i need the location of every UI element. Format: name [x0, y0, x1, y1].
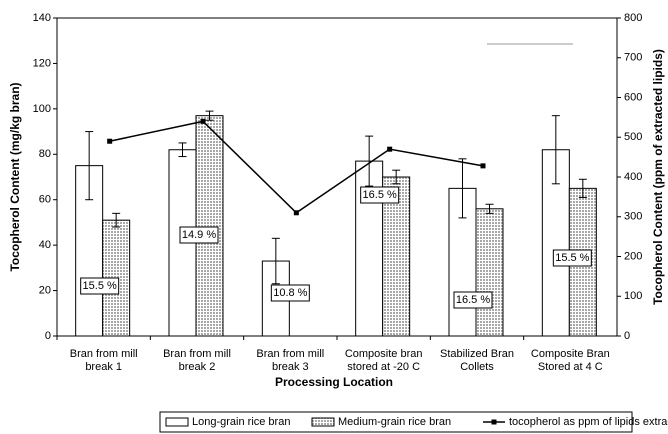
legend-box	[159, 411, 633, 433]
x-tick-label: Composite bran	[345, 348, 423, 360]
annotation: 16.5 %	[456, 294, 490, 306]
y2-tick-label: 800	[624, 12, 642, 24]
x-tick-label: Bran from mill	[163, 348, 231, 360]
annotation: 16.5 %	[363, 189, 397, 201]
y-tick-label: 80	[39, 148, 51, 160]
annotation-box	[552, 249, 592, 267]
legend-swatch	[165, 417, 189, 427]
y2-axis-title: Tocopherol Content (ppm of extracted lip…	[651, 49, 665, 305]
error-bar	[392, 169, 401, 185]
annotation-box	[453, 291, 493, 309]
y2-tick-label: 100	[624, 290, 642, 302]
y2-tick-label: 400	[624, 171, 642, 183]
annotation-box	[80, 277, 120, 295]
x-tick-label: Bran from mill	[256, 348, 324, 360]
bar	[475, 208, 504, 337]
bar	[195, 115, 224, 337]
y-tick-label: 40	[39, 239, 51, 251]
y-tick-label: 0	[45, 330, 51, 342]
error-bar	[205, 110, 214, 121]
x-tick-label: Collets	[460, 361, 494, 373]
y2-tick-label: 600	[624, 91, 642, 103]
x-tick-label: break 2	[179, 361, 216, 373]
error-bar	[112, 212, 121, 228]
line-marker	[200, 118, 206, 124]
y-tick-label: 20	[39, 284, 51, 296]
line-marker	[480, 163, 486, 169]
y-tick-label: 60	[39, 194, 51, 206]
line	[109, 120, 484, 214]
line-marker	[293, 210, 299, 216]
annotation: 14.9 %	[182, 229, 216, 241]
x-axis-title: Processing Location	[275, 375, 393, 389]
x-tick-label: break 1	[85, 361, 122, 373]
y-axis-title: Tocopherol Content (mg/kg bran)	[8, 82, 22, 271]
error-bar	[365, 135, 374, 187]
x-tick-label: stored at -20 C	[347, 361, 420, 373]
line-marker	[387, 146, 393, 152]
x-tick-label: Stabilized Bran	[440, 348, 514, 360]
y2-tick-label: 700	[624, 52, 642, 64]
line-marker	[107, 138, 113, 144]
annotation: 15.5 %	[555, 252, 589, 264]
legend-label: Long-grain rice bran	[192, 416, 290, 428]
x-tick-label: Stored at 4 C	[538, 361, 603, 373]
y-tick-label: 140	[33, 12, 51, 24]
error-bar	[85, 131, 94, 201]
y2-tick-label: 0	[624, 330, 630, 342]
x-tick-label: Composite Bran	[531, 348, 610, 360]
error-bar	[458, 158, 467, 219]
annotation-box	[270, 284, 310, 302]
legend-marker	[491, 419, 497, 425]
error-bar	[578, 178, 587, 198]
y-tick-label: 120	[33, 57, 51, 69]
annotation: 10.8 %	[273, 287, 307, 299]
annotation-box	[360, 186, 400, 204]
y2-tick-label: 500	[624, 131, 642, 143]
plot-frame	[56, 17, 618, 337]
legend-swatch	[311, 417, 335, 427]
x-tick-label: Bran from mill	[70, 348, 138, 360]
y2-tick-label: 300	[624, 211, 642, 223]
error-bar	[485, 203, 494, 214]
y2-tick-label: 200	[624, 250, 642, 262]
error-bar	[271, 237, 280, 285]
error-bar	[551, 115, 560, 185]
error-bar	[178, 142, 187, 158]
legend-label: Medium-grain rice bran	[338, 416, 451, 428]
annotation-box	[179, 226, 219, 244]
annotation: 15.5 %	[83, 280, 117, 292]
y-tick-label: 100	[33, 103, 51, 115]
legend-label: tocopherol as ppm of lipids extracted	[509, 416, 668, 428]
x-tick-label: break 3	[272, 361, 309, 373]
